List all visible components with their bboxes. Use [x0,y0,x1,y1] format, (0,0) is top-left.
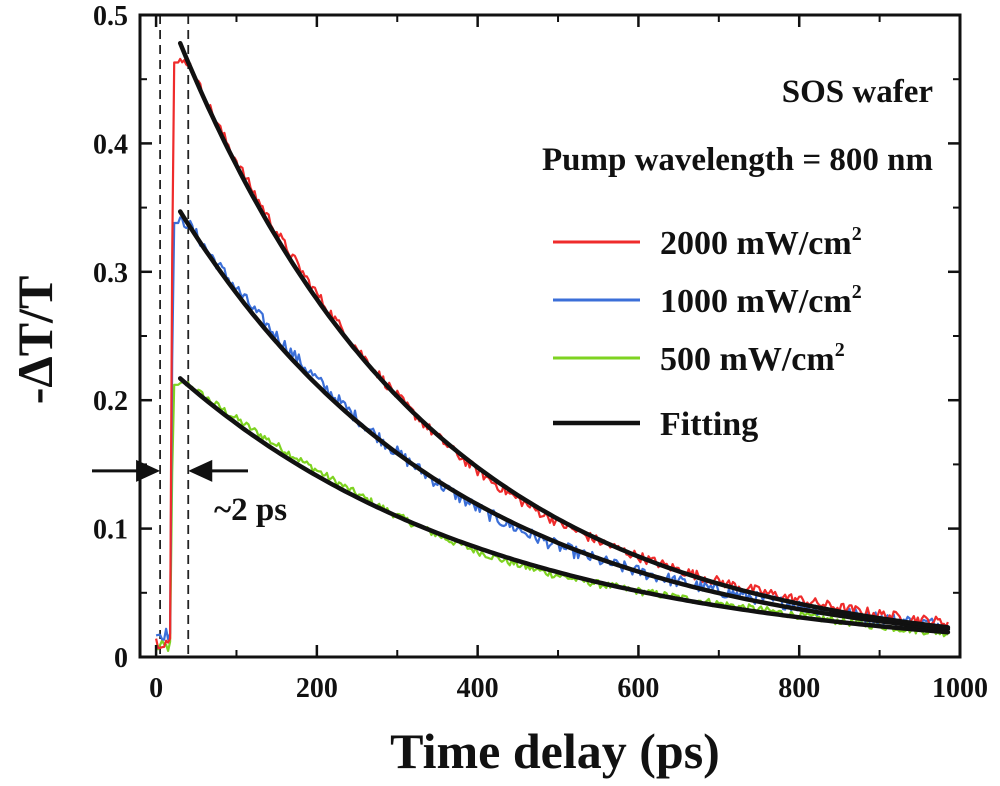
legend-superscript: 2 [852,223,862,245]
legend-superscript: 2 [835,339,845,361]
rise-time-arrows [92,459,248,482]
fit-curve-2000-mw-cm2 [177,40,951,630]
x-tick-label: 200 [296,673,338,704]
plot-frame [138,13,962,659]
x-tick-label: 600 [617,673,659,704]
sample-label: SOS wafer [782,74,933,110]
y-axis-title: -ΔT/T [7,276,63,405]
rise-time-label: ~2 ps [214,492,287,528]
legend-label: 1000 mW/cm2 [660,281,862,320]
legend-superscript: 2 [852,281,862,303]
series-line-500-mw-cm2 [155,381,949,653]
y-tick-label: 0.2 [93,386,128,417]
x-tick-label: 800 [778,673,820,704]
y-tick-label: 0 [114,643,128,674]
pump-label: Pump wavelength = 800 nm [542,142,933,178]
legend-label: 500 mW/cm2 [660,339,845,378]
fit-curve-1000-mw-cm2 [177,209,951,632]
right-arrow-head [188,459,213,482]
y-tick-label: 0.4 [93,129,128,160]
legend: 2000 mW/cm2 1000 mW/cm2 500 mW/cm2 Fitting [553,223,862,443]
legend-label: Fitting [660,406,758,443]
x-tick-label: 0 [149,673,163,704]
y-tick-label: 0.1 [93,515,128,546]
legend-label: 2000 mW/cm2 [660,223,862,262]
y-tick-label: 0.5 [93,1,128,32]
fit-curve-500-mw-cm2 [177,376,951,635]
x-tick-label: 1000 [932,673,988,704]
left-arrow-head [136,459,161,482]
x-tick-label: 400 [457,673,499,704]
x-axis-title: Time delay (ps) [390,723,720,779]
y-tick-label: 0.3 [93,258,128,289]
